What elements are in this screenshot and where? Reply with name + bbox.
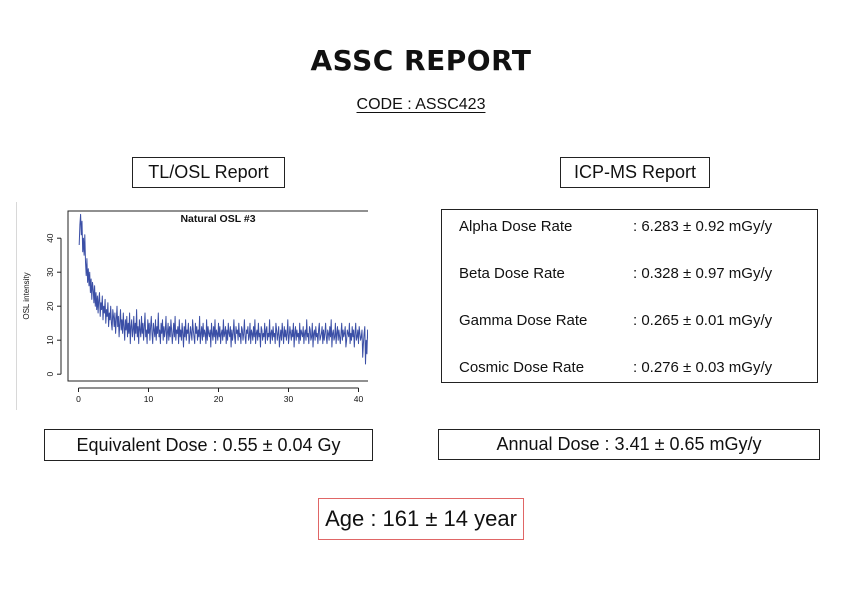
x-tick-label: 30 [284, 394, 294, 404]
equivalent-dose: Equivalent Dose : 0.55 ± 0.04 Gy [76, 434, 341, 455]
y-tick-label: 0 [45, 372, 55, 377]
y-axis: 0 10 20 30 40 [45, 233, 62, 377]
y-tick-label: 40 [45, 233, 55, 243]
series-line [78, 213, 368, 365]
alpha-dose-label: Alpha Dose Rate [459, 218, 573, 235]
annual-dose: Annual Dose : 3.41 ± 0.65 mGy/y [496, 434, 762, 454]
cosmic-dose-label: Cosmic Dose Rate [459, 359, 585, 376]
icp-ms-title: ICP-MS Report [573, 162, 697, 182]
annual-dose-box: Annual Dose : 3.41 ± 0.65 mGy/y [438, 429, 820, 460]
gamma-dose-label: Gamma Dose Rate [459, 312, 588, 329]
y-axis-label: OSL intensity [22, 272, 31, 319]
icp-ms-title-box: ICP-MS Report [560, 157, 710, 188]
age-result: Age : 161 ± 14 year [325, 506, 517, 531]
report-code: CODE : ASSC423 [0, 96, 842, 114]
report-code-text: CODE : ASSC423 [356, 96, 486, 113]
beta-dose-value: : 0.328 ± 0.97 mGy/y [633, 265, 773, 282]
beta-dose-label: Beta Dose Rate [459, 265, 565, 282]
x-tick-label: 10 [144, 394, 154, 404]
osl-chart: Natural OSL #3 OSL intensity 0 10 20 30 40 0… [16, 202, 368, 410]
x-tick-label: 20 [214, 394, 224, 404]
alpha-dose-value: : 6.283 ± 0.92 mGy/y [633, 218, 773, 235]
age-box: Age : 161 ± 14 year [318, 498, 524, 540]
icp-ms-table: Alpha Dose Rate : 6.283 ± 0.92 mGy/y Bet… [441, 209, 818, 383]
plot-frame [67, 210, 368, 382]
y-tick-label: 20 [45, 301, 55, 311]
report-title: ASSC REPORT [310, 44, 532, 77]
equivalent-dose-box: Equivalent Dose : 0.55 ± 0.04 Gy [44, 429, 373, 461]
x-tick-label: 40 [354, 394, 364, 404]
tl-osl-title-box: TL/OSL Report [132, 157, 285, 188]
y-tick-label: 30 [45, 267, 55, 277]
cosmic-dose-value: : 0.276 ± 0.03 mGy/y [633, 359, 773, 376]
x-tick-label: 0 [76, 394, 81, 404]
x-axis: 0 10 20 30 40 [76, 387, 364, 404]
y-tick-label: 10 [45, 335, 55, 345]
tl-osl-title: TL/OSL Report [148, 162, 269, 182]
gamma-dose-value: : 0.265 ± 0.01 mGy/y [633, 312, 773, 329]
chart-title: Natural OSL #3 [180, 213, 255, 225]
